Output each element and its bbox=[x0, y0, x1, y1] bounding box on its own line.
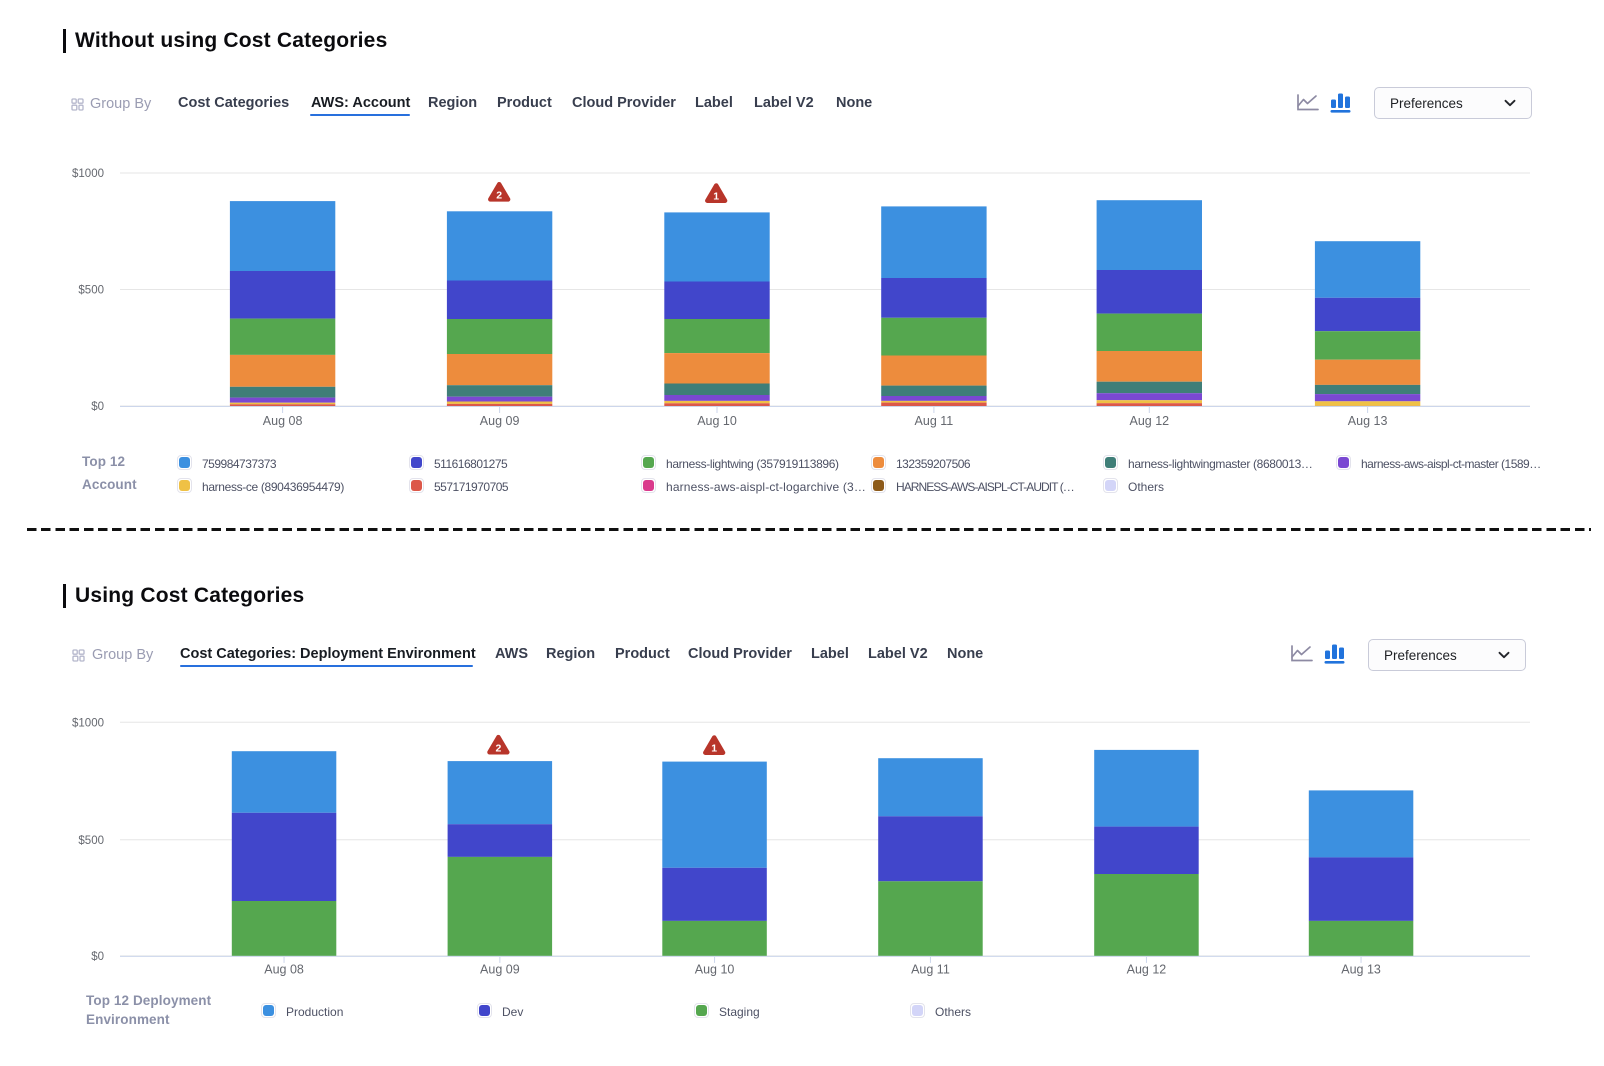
svg-text:Aug 13: Aug 13 bbox=[1341, 963, 1381, 977]
svg-text:Aug 13: Aug 13 bbox=[1348, 414, 1388, 428]
svg-text:Aug 09: Aug 09 bbox=[480, 963, 520, 977]
svg-text:$500: $500 bbox=[78, 285, 104, 297]
svg-text:1: 1 bbox=[711, 743, 717, 755]
svg-text:Aug 12: Aug 12 bbox=[1129, 414, 1169, 428]
svg-text:Aug 09: Aug 09 bbox=[480, 414, 520, 428]
svg-text:Aug 11: Aug 11 bbox=[911, 963, 950, 977]
svg-text:$0: $0 bbox=[91, 951, 104, 963]
svg-text:Aug 12: Aug 12 bbox=[1127, 963, 1167, 977]
svg-text:2: 2 bbox=[495, 742, 501, 754]
svg-text:Aug 11: Aug 11 bbox=[915, 414, 954, 428]
svg-text:$0: $0 bbox=[91, 401, 104, 413]
svg-text:Aug 10: Aug 10 bbox=[695, 963, 735, 977]
svg-text:2: 2 bbox=[496, 189, 502, 201]
svg-text:Aug 08: Aug 08 bbox=[264, 963, 304, 977]
svg-text:Aug 08: Aug 08 bbox=[263, 414, 303, 428]
svg-text:Aug 10: Aug 10 bbox=[697, 414, 737, 428]
svg-text:1: 1 bbox=[713, 191, 719, 203]
svg-text:$1000: $1000 bbox=[72, 168, 104, 180]
svg-text:$1000: $1000 bbox=[72, 717, 104, 729]
svg-text:$500: $500 bbox=[78, 835, 104, 847]
